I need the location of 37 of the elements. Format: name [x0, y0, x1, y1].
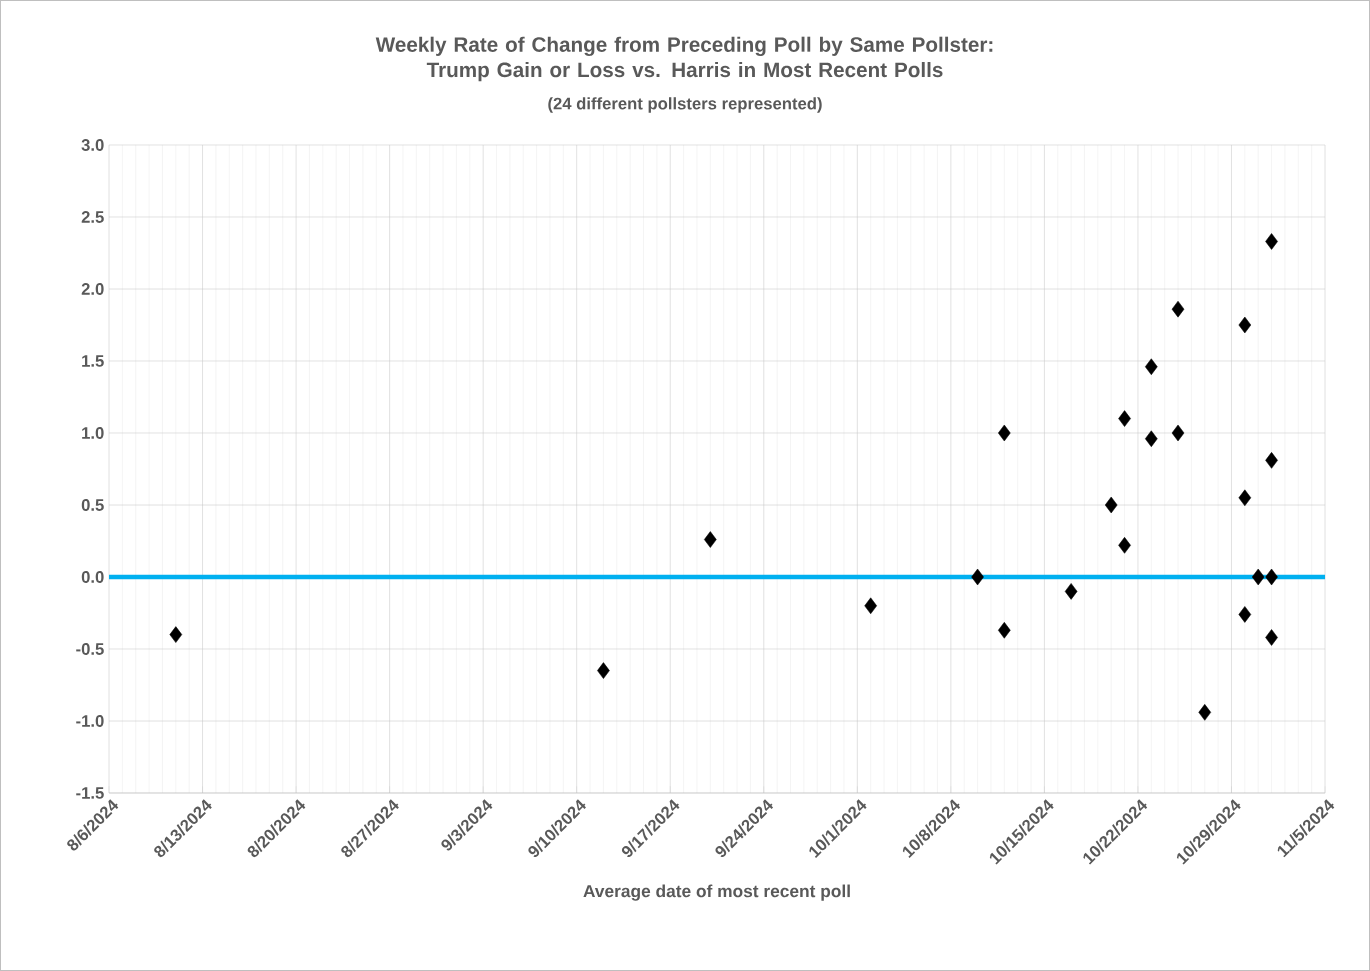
- x-axis-title: Average date of most recent poll: [583, 884, 850, 901]
- point: [1238, 489, 1252, 507]
- y-tick-label: 2.5: [81, 211, 104, 223]
- point: [1118, 410, 1131, 427]
- point: [864, 597, 877, 615]
- point: [1265, 233, 1278, 250]
- y-tick-label: -0.5: [76, 643, 104, 655]
- point: [1118, 537, 1131, 554]
- point: [1145, 430, 1158, 448]
- point: [998, 424, 1011, 442]
- point: [1145, 358, 1158, 376]
- point: [1265, 452, 1278, 469]
- y-tick-label: 2.0: [81, 283, 104, 295]
- point: [1104, 496, 1118, 514]
- y-tick-label: 1.0: [82, 427, 104, 439]
- y-tick-label: -1.0: [76, 715, 104, 727]
- point: [1171, 300, 1185, 318]
- point: [1171, 424, 1185, 442]
- point: [971, 568, 984, 586]
- point: [1064, 583, 1078, 600]
- point: [998, 622, 1011, 639]
- point: [1265, 568, 1278, 586]
- y-tick-label: 1.5: [82, 355, 104, 367]
- point: [1265, 629, 1278, 646]
- point: [704, 531, 717, 548]
- y-tick-label: 3.0: [81, 139, 104, 151]
- y-tick-label: -1.5: [76, 787, 104, 799]
- y-tick-label: 0.0: [81, 571, 104, 583]
- point: [1238, 606, 1252, 623]
- point: [597, 662, 610, 679]
- point: [169, 626, 183, 643]
- point: [1251, 568, 1265, 586]
- point: [1238, 316, 1252, 334]
- chart-subtitle: (24 different pollsters represented): [548, 97, 822, 113]
- chart-title: Weekly Rate of Change from Preceding Poll by Same Pollster: Trump Gain or Loss vs. Harris in Most Recent Polls: [375, 36, 993, 82]
- point: [1198, 704, 1212, 721]
- y-tick-label: 0.5: [81, 499, 104, 511]
